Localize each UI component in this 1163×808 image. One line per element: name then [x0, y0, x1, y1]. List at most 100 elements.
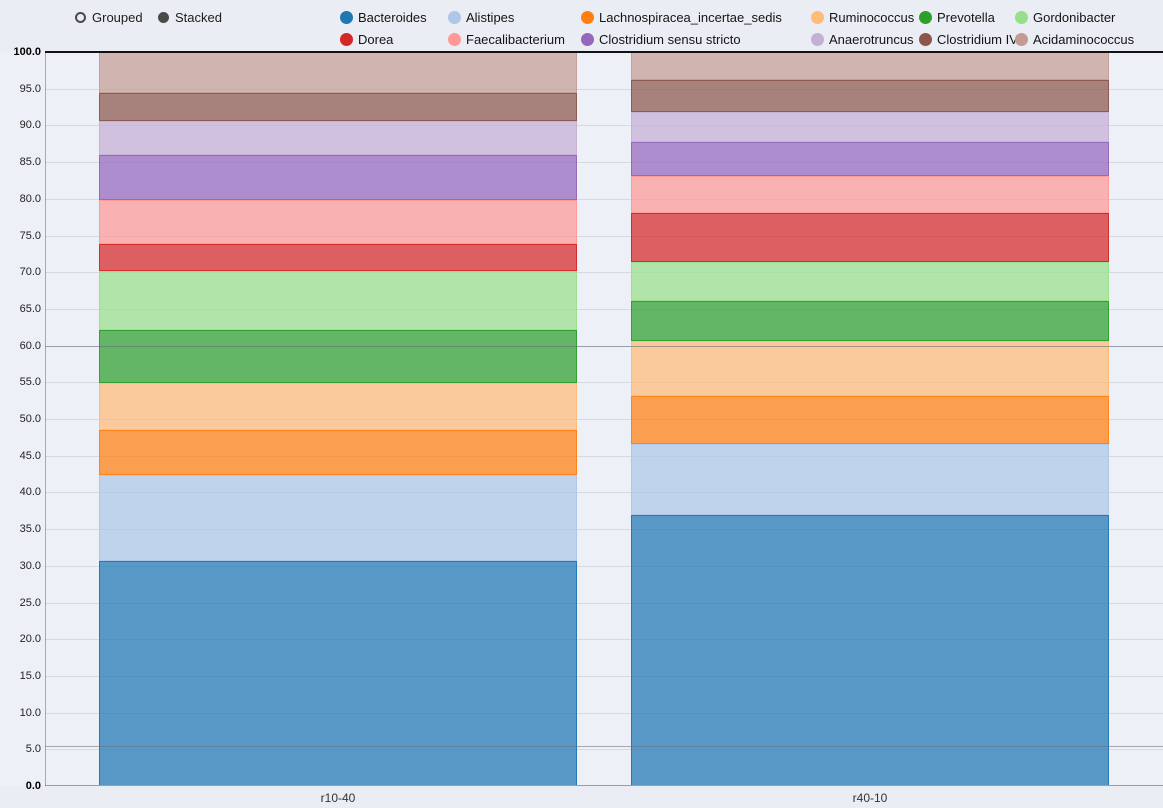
legend-item-clostridium-sensu-stricto[interactable]: Clostridium sensu stricto [581, 31, 741, 47]
y-tick-label: 80.0 [19, 192, 41, 205]
gridline [45, 88, 1163, 90]
bar-segment-ruminococcus-r40-10[interactable] [630, 341, 1110, 397]
bar-segment-alistipes-r10-40[interactable] [98, 474, 578, 561]
bar-segment-lachnospiracea-incertae-sedis-r40-10[interactable] [630, 396, 1110, 444]
mode-radio-grouped[interactable]: Grouped [75, 9, 143, 25]
gridline [45, 749, 1163, 751]
legend-item-ruminococcus[interactable]: Ruminococcus [811, 9, 914, 25]
legend-item-label: Alistipes [466, 9, 515, 25]
bar-segment-anaerotruncus-r40-10[interactable] [630, 112, 1110, 143]
legend-item-lachnospiracea-incertae-sedis[interactable]: Lachnospiracea_incertae_sedis [581, 9, 782, 25]
bar-segment-ruminococcus-r10-40[interactable] [98, 383, 578, 430]
y-tick-label: 100.0 [13, 46, 41, 58]
legend-color-dot [340, 32, 353, 46]
gridline [45, 529, 1163, 531]
y-tick-label: 95.0 [19, 82, 41, 95]
reference-line [45, 345, 1163, 347]
legend-item-label: Clostridium sensu stricto [599, 31, 741, 47]
legend-item-faecalibacterium[interactable]: Faecalibacterium [448, 31, 565, 47]
legend-color-dot [1015, 10, 1028, 24]
legend-color-dot [340, 10, 353, 24]
y-tick-label: 50.0 [19, 413, 41, 425]
legend-item-anaerotruncus[interactable]: Anaerotruncus [811, 31, 914, 47]
legend-item-bacteroides[interactable]: Bacteroides [340, 9, 427, 25]
bar-segment-prevotella-r40-10[interactable] [630, 300, 1110, 342]
gridline [45, 455, 1163, 457]
x-axis-label-r40-10: r40-10 [852, 791, 888, 805]
bar-segment-gordonibacter-r40-10[interactable] [630, 261, 1110, 301]
y-tick-label: 70.0 [19, 266, 41, 279]
y-tick-label: 60.0 [19, 339, 41, 352]
top-axis-line [45, 51, 1163, 53]
gridline [45, 308, 1163, 310]
legend-color-dot [919, 32, 932, 46]
reference-line [45, 746, 1163, 748]
mode-grouped-label: Grouped [92, 9, 143, 25]
y-tick-label: 5.0 [25, 743, 41, 756]
bar-segment-acidaminococcus-r40-10[interactable] [630, 52, 1110, 80]
gridline [45, 235, 1163, 237]
legend-color-dot [811, 32, 824, 46]
legend-color-dot [581, 10, 594, 24]
y-tick-label: 45.0 [19, 449, 41, 462]
legend-item-dorea[interactable]: Dorea [340, 31, 393, 47]
y-tick-label: 0.0 [25, 780, 41, 792]
y-tick-label: 15.0 [19, 669, 41, 682]
mode-radio-stacked[interactable]: Stacked [158, 9, 222, 25]
legend-item-gordonibacter[interactable]: Gordonibacter [1015, 9, 1115, 25]
bar-segment-clostridium-sensu-stricto-r40-10[interactable] [630, 142, 1110, 177]
legend-item-label: Anaerotruncus [829, 31, 914, 47]
y-tick-label: 20.0 [19, 633, 41, 646]
bar-segment-clostridium-iv-r40-10[interactable] [630, 79, 1110, 113]
gridline [45, 565, 1163, 567]
radio-stacked-icon [158, 11, 169, 23]
y-tick-label: 65.0 [19, 302, 41, 315]
legend-item-label: Ruminococcus [829, 9, 915, 25]
gridline [45, 419, 1163, 420]
gridline [45, 712, 1163, 714]
legend-color-dot [581, 32, 594, 46]
legend-color-dot [448, 10, 461, 24]
gridline [45, 198, 1163, 200]
x-axis-line [45, 785, 1163, 786]
y-tick-label: 25.0 [19, 596, 41, 609]
bar-segment-lachnospiracea-incertae-sedis-r10-40[interactable] [98, 430, 578, 475]
legend-color-dot [919, 10, 932, 24]
bar-segment-bacteroides-r40-10[interactable] [630, 515, 1110, 786]
gridline [45, 272, 1163, 274]
bar-segment-clostridium-iv-r10-40[interactable] [98, 93, 578, 121]
y-tick-label: 90.0 [19, 119, 41, 132]
bar-segment-bacteroides-r10-40[interactable] [98, 560, 578, 786]
gridline [45, 382, 1163, 384]
chart-legend: Grouped Stacked Bacteroides Alistipes Lach… [0, 0, 1163, 52]
bar-segment-gordonibacter-r10-40[interactable] [98, 271, 578, 331]
bar-segment-clostridium-sensu-stricto-r10-40[interactable] [98, 154, 578, 200]
y-tick-label: 10.0 [19, 706, 41, 719]
legend-item-label: Clostridium IV [937, 31, 1018, 47]
bar-segment-dorea-r10-40[interactable] [98, 244, 578, 272]
bar-segment-faecalibacterium-r10-40[interactable] [98, 199, 578, 245]
bar-segment-anaerotruncus-r10-40[interactable] [98, 120, 578, 155]
legend-item-clostridium-iv[interactable]: Clostridium IV [919, 31, 1018, 47]
gridline [45, 125, 1163, 127]
y-axis-line [45, 52, 46, 786]
y-tick-label: 85.0 [19, 156, 41, 169]
bar-segment-acidaminococcus-r10-40[interactable] [98, 52, 578, 94]
mode-stacked-label: Stacked [175, 9, 222, 25]
legend-item-alistipes[interactable]: Alistipes [448, 9, 514, 25]
bar-segment-prevotella-r10-40[interactable] [98, 330, 578, 384]
legend-item-prevotella[interactable]: Prevotella [919, 9, 995, 25]
y-tick-label: 75.0 [19, 229, 41, 242]
y-tick-label: 30.0 [19, 559, 41, 572]
legend-item-label: Prevotella [937, 9, 995, 25]
legend-color-dot [448, 32, 461, 46]
bar-segment-alistipes-r40-10[interactable] [630, 443, 1110, 516]
y-tick-label: 55.0 [19, 376, 41, 389]
legend-item-acidaminococcus[interactable]: Acidaminococcus [1015, 31, 1134, 47]
legend-item-label: Faecalibacterium [466, 31, 565, 47]
radio-grouped-icon [75, 11, 86, 23]
plot-area: 0.0 5.0 10.0 15.0 20.0 25.0 30.0 35.0 40.0 45.0 50… [0, 46, 1163, 792]
bar-segment-faecalibacterium-r40-10[interactable] [630, 176, 1110, 213]
bar-segment-dorea-r40-10[interactable] [630, 212, 1110, 262]
